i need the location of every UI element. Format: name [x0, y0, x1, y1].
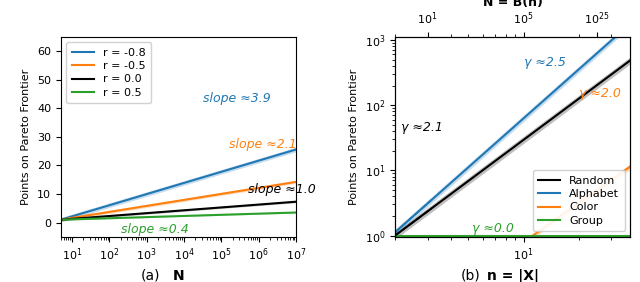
- r = -0.8: [150, 190, 158, 193]
- Text: slope ≈1.0: slope ≈1.0: [248, 182, 316, 195]
- X-axis label: n = |X|: n = |X|: [486, 269, 539, 282]
- X-axis label: N: N: [173, 269, 184, 282]
- r = 0.0: [134, 212, 141, 215]
- Y-axis label: Points on Pareto Frontier: Points on Pareto Frontier: [349, 69, 359, 205]
- Line: r = 0.0: r = 0.0: [61, 202, 296, 220]
- r = -0.8: [205, 174, 212, 177]
- r = -0.5: [205, 194, 212, 198]
- r = -0.5: [85, 213, 93, 217]
- Legend: Random, Alphabet, Color, Group: Random, Alphabet, Color, Group: [532, 170, 625, 231]
- Line: r = -0.5: r = -0.5: [61, 182, 296, 220]
- Random: [468, 177, 476, 180]
- Random: [391, 234, 399, 237]
- Alphabet: [484, 148, 492, 151]
- Line: Color: Color: [395, 166, 630, 282]
- r = -0.5: [228, 191, 236, 194]
- r = 0.5: [292, 211, 300, 214]
- Color: [468, 277, 476, 281]
- Legend: r = -0.8, r = -0.5, r = 0.0, r = 0.5: r = -0.8, r = -0.5, r = 0.0, r = 0.5: [67, 42, 151, 103]
- Line: r = 0.5: r = 0.5: [61, 213, 296, 220]
- Group: [391, 234, 399, 237]
- Color: [540, 227, 547, 230]
- Random: [561, 107, 569, 111]
- Random: [419, 213, 427, 216]
- Alphabet: [561, 80, 569, 83]
- Group: [419, 234, 427, 237]
- Text: γ ≈0.0: γ ≈0.0: [472, 222, 514, 235]
- r = 0.5: [227, 213, 234, 216]
- r = 0.5: [85, 217, 93, 221]
- Alphabet: [627, 22, 634, 25]
- Group: [484, 234, 492, 237]
- Group: [627, 234, 634, 237]
- r = -0.8: [227, 167, 234, 171]
- Line: Alphabet: Alphabet: [395, 24, 630, 232]
- Random: [484, 164, 492, 168]
- r = 0.0: [85, 216, 93, 219]
- Text: slope ≈2.1: slope ≈2.1: [229, 138, 297, 151]
- r = 0.0: [57, 218, 65, 221]
- Alphabet: [468, 163, 476, 166]
- Line: Random: Random: [395, 60, 630, 235]
- Group: [540, 234, 547, 237]
- r = -0.5: [227, 191, 234, 194]
- r = 0.0: [228, 205, 236, 208]
- X-axis label: N = B(n): N = B(n): [483, 0, 543, 9]
- r = -0.8: [292, 148, 300, 151]
- r = -0.8: [85, 210, 93, 213]
- r = 0.0: [227, 205, 234, 208]
- r = -0.8: [228, 167, 236, 170]
- Color: [563, 210, 570, 214]
- Alphabet: [419, 206, 427, 209]
- r = -0.8: [134, 195, 141, 199]
- r = -0.8: [57, 218, 65, 221]
- Group: [561, 234, 569, 237]
- Alphabet: [563, 79, 570, 82]
- Alphabet: [391, 231, 399, 234]
- r = -0.5: [150, 203, 158, 206]
- r = 0.0: [292, 200, 300, 203]
- r = 0.5: [134, 216, 141, 219]
- Group: [468, 234, 476, 237]
- Color: [627, 165, 634, 168]
- Random: [540, 124, 547, 127]
- r = 0.0: [150, 211, 158, 214]
- Color: [561, 211, 569, 215]
- Text: γ ≈2.0: γ ≈2.0: [579, 87, 621, 100]
- Random: [563, 107, 570, 110]
- Text: slope ≈0.4: slope ≈0.4: [120, 222, 188, 235]
- Random: [627, 59, 634, 62]
- r = -0.5: [292, 180, 300, 184]
- Text: slope ≈3.9: slope ≈3.9: [203, 92, 271, 105]
- r = 0.5: [205, 213, 212, 217]
- r = 0.5: [57, 218, 65, 221]
- Y-axis label: Points on Pareto Frontier: Points on Pareto Frontier: [21, 69, 31, 205]
- r = -0.5: [57, 218, 65, 221]
- r = -0.5: [134, 206, 141, 209]
- Color: [484, 266, 492, 269]
- r = 0.0: [205, 207, 212, 210]
- Group: [563, 234, 570, 237]
- r = 0.5: [228, 213, 236, 216]
- Text: γ ≈2.1: γ ≈2.1: [401, 121, 442, 134]
- Text: γ ≈2.5: γ ≈2.5: [524, 56, 566, 69]
- Text: (a): (a): [141, 268, 160, 282]
- Text: (b): (b): [461, 268, 480, 282]
- Line: r = -0.8: r = -0.8: [61, 149, 296, 220]
- r = 0.5: [150, 215, 158, 219]
- Alphabet: [540, 99, 547, 103]
